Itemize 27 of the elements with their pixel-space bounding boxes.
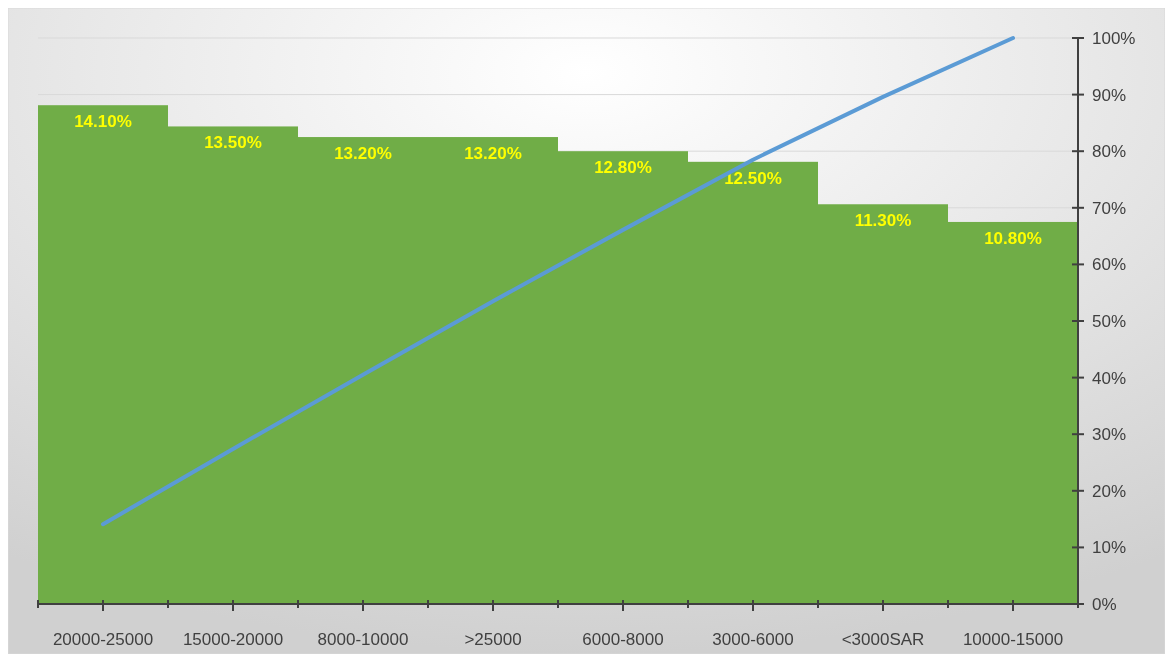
- data-label: 13.20%: [334, 144, 392, 164]
- data-label: 13.20%: [464, 144, 522, 164]
- data-label: 13.50%: [204, 133, 262, 153]
- x-tick-label: 8000-10000: [317, 630, 409, 649]
- y2-tick-label: 10%: [1092, 538, 1127, 558]
- data-label: 10.80%: [984, 228, 1042, 248]
- y2-tick-label: 80%: [1092, 142, 1127, 162]
- data-label: 12.50%: [724, 168, 782, 188]
- x-tick-label: 10000-15000: [962, 630, 1064, 649]
- data-label: 14.10%: [74, 112, 132, 132]
- y2-tick-label: 100%: [1092, 28, 1136, 48]
- data-label: 11.30%: [854, 211, 912, 231]
- x-tick-label: >25000: [464, 630, 522, 649]
- y2-tick-label: 50%: [1092, 311, 1127, 331]
- y2-tick-label: 0%: [1092, 594, 1117, 614]
- y2-tick-label: 90%: [1092, 85, 1127, 105]
- y2-tick-label: 60%: [1092, 255, 1127, 275]
- x-tick-label: 3000-6000: [712, 630, 794, 649]
- y2-tick-label: 30%: [1092, 425, 1127, 445]
- x-tick-label: 6000-8000: [582, 630, 664, 649]
- data-label: 12.80%: [594, 158, 652, 178]
- x-tick-label: 15000-20000: [182, 630, 284, 649]
- y2-tick-label: 20%: [1092, 481, 1127, 501]
- x-tick-label: 20000-25000: [52, 630, 154, 649]
- y2-tick-label: 70%: [1092, 198, 1127, 218]
- x-tick-label: <3000SAR: [841, 630, 925, 649]
- y2-tick-label: 40%: [1092, 368, 1127, 388]
